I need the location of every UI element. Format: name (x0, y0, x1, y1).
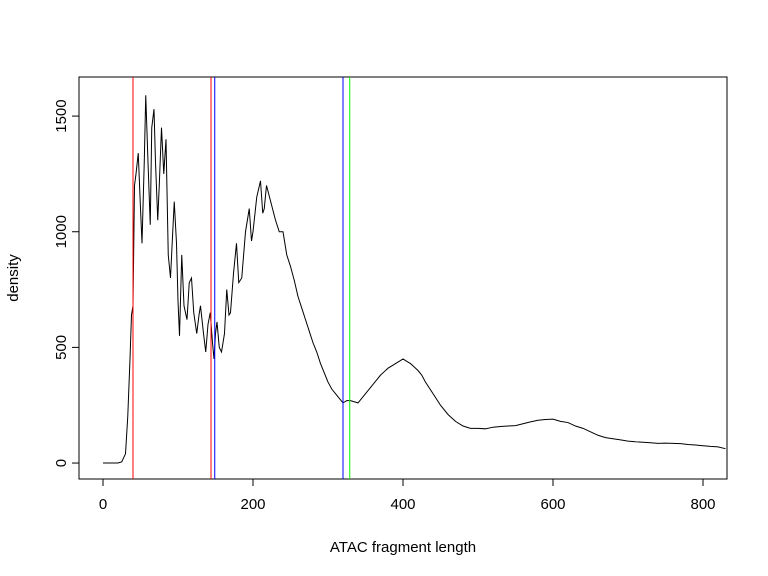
y-tick-label: 1000 (53, 215, 70, 248)
y-tick-label: 500 (53, 335, 70, 360)
x-tick-label: 400 (390, 496, 415, 513)
y-axis-label: density (5, 254, 22, 302)
x-tick-label: 800 (690, 496, 715, 513)
y-tick-label: 0 (53, 459, 70, 467)
x-tick-label: 200 (240, 496, 265, 513)
y-tick-label: 1500 (53, 99, 70, 132)
x-tick-label: 600 (540, 496, 565, 513)
x-tick-label: 0 (99, 496, 107, 513)
x-axis-label: ATAC fragment length (330, 539, 476, 556)
data-line (103, 95, 726, 464)
plot-box (78, 76, 728, 480)
